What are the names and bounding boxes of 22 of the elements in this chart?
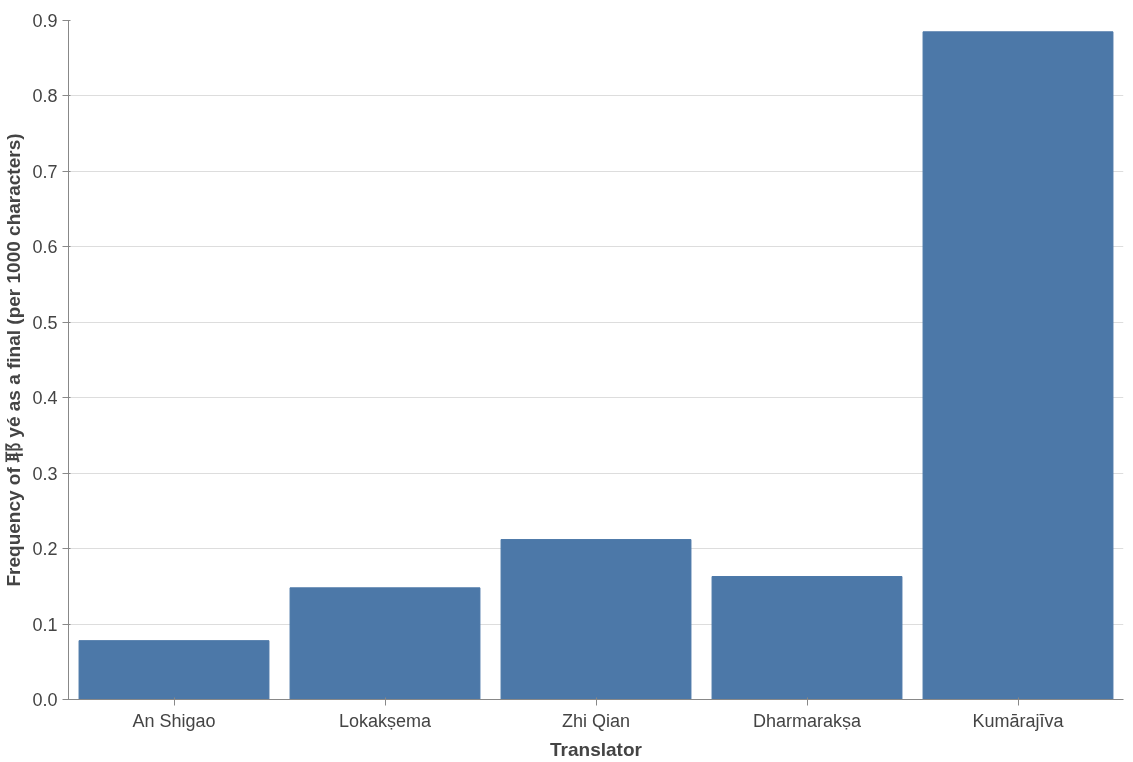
x-tick-label: Dharmarakṣa	[752, 710, 863, 731]
bar	[78, 640, 270, 700]
x-tick-label: Zhi Qian	[561, 710, 631, 731]
y-tick-label: 0.8	[32, 86, 58, 107]
y-tick-label: 0.7	[32, 161, 58, 182]
y-tick-label: 0.5	[32, 312, 58, 333]
x-tick-label: An Shigao	[132, 710, 216, 731]
y-tick-label: 0.3	[32, 463, 58, 484]
y-tick-label: 0.2	[32, 539, 58, 560]
bar	[500, 539, 692, 700]
bar	[711, 576, 903, 700]
bar	[289, 587, 481, 700]
y-tick-label: 0.0	[32, 690, 58, 710]
x-axis-title: Translator	[550, 738, 643, 760]
bar	[922, 31, 1114, 700]
y-tick-label: 0.9	[32, 11, 58, 31]
x-tick-label: Kumārajīva	[972, 710, 1065, 731]
y-tick-label: 0.6	[32, 237, 58, 258]
y-axis-title: Frequency of 耶 yé as a final (per 1000 characters)	[3, 133, 25, 587]
y-tick-label: 0.4	[32, 388, 58, 409]
y-tick-label: 0.1	[32, 614, 58, 635]
x-tick-label: Lokakṣema	[338, 710, 433, 731]
